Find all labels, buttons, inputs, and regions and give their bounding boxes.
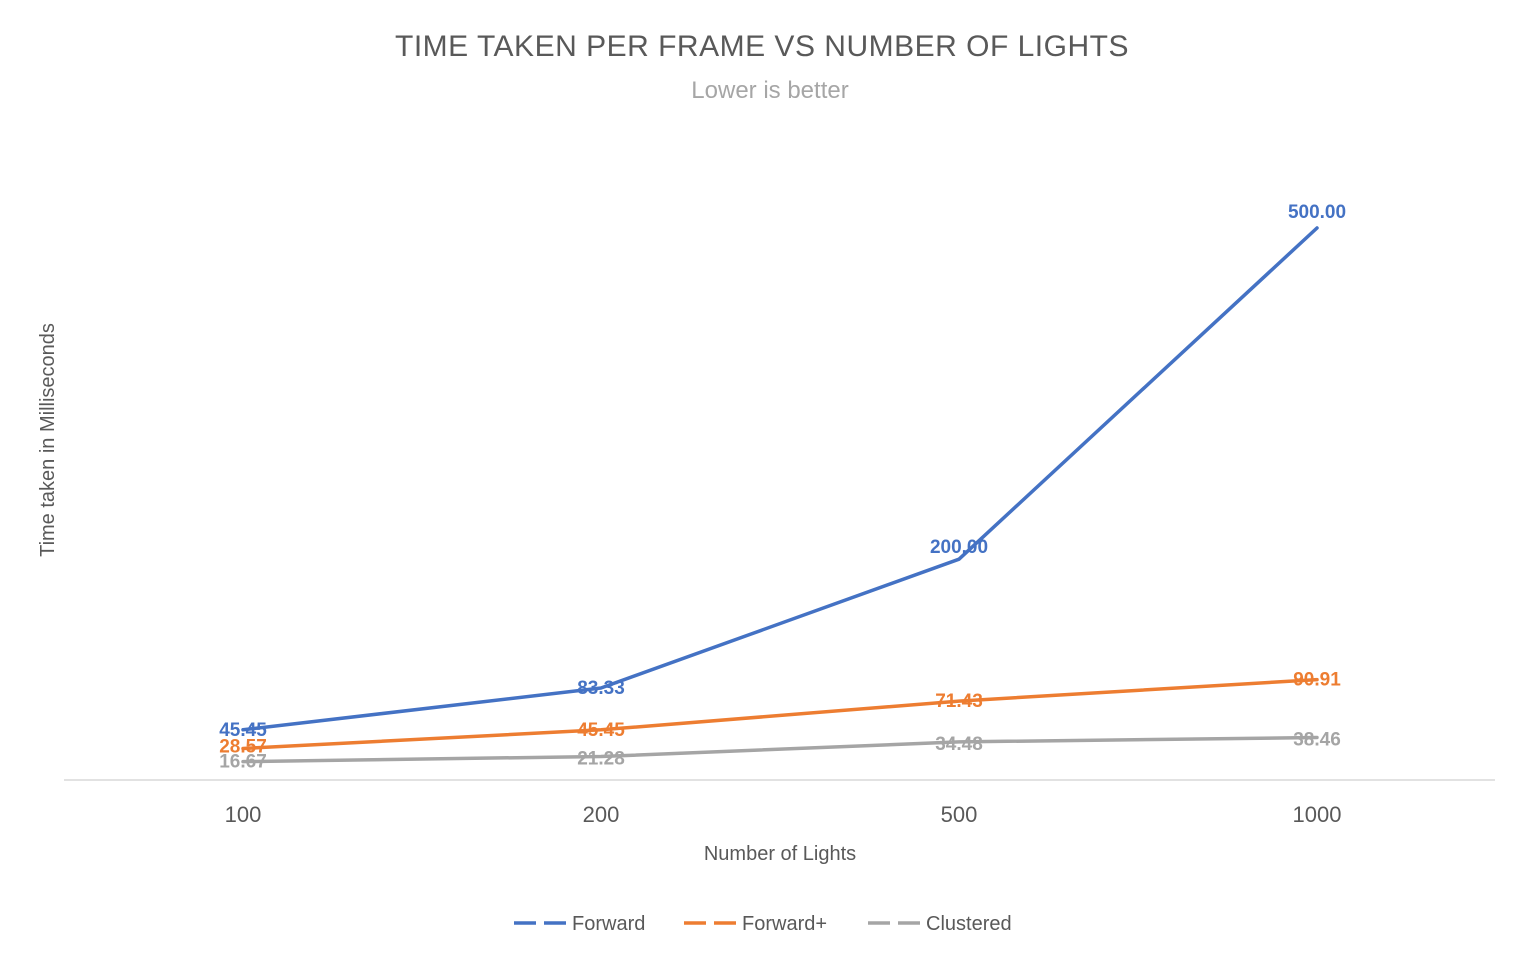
series-lines bbox=[241, 226, 1319, 764]
data-label: 83.33 bbox=[577, 678, 625, 699]
y-axis-label: Time taken in Milliseconds bbox=[37, 323, 59, 557]
legend-label: Forward bbox=[572, 913, 645, 935]
data-label: 71.43 bbox=[935, 691, 983, 712]
data-label: 21.28 bbox=[577, 749, 625, 770]
x-axis-label: Number of Lights bbox=[704, 843, 856, 865]
x-tick-label: 500 bbox=[941, 802, 978, 827]
data-label: 90.91 bbox=[1293, 670, 1341, 691]
x-tick-label: 100 bbox=[225, 802, 262, 827]
legend-label: Clustered bbox=[926, 913, 1012, 935]
series-line-clustered bbox=[241, 735, 1319, 764]
data-label: 500.00 bbox=[1288, 202, 1346, 223]
chart-subtitle: Lower is better bbox=[691, 77, 848, 104]
chart-title: TIME TAKEN PER FRAME VS NUMBER OF LIGHTS bbox=[395, 30, 1129, 63]
data-label: 45.45 bbox=[577, 720, 625, 741]
legend-label: Forward+ bbox=[742, 913, 827, 935]
data-label: 28.57 bbox=[219, 736, 267, 757]
data-label: 16.67 bbox=[219, 752, 267, 773]
series-line-forward-plus bbox=[241, 677, 1319, 751]
data-label: 45.45 bbox=[219, 720, 267, 741]
data-label: 200.00 bbox=[930, 537, 988, 558]
data-label: 38.46 bbox=[1293, 730, 1341, 751]
series-line-forward bbox=[241, 226, 1319, 732]
x-tick-label: 200 bbox=[583, 802, 620, 827]
data-labels: 45.4583.33200.00500.0028.5745.4571.4390.… bbox=[219, 202, 1346, 773]
data-label: 34.48 bbox=[935, 734, 983, 755]
x-axis-ticks: 100 200 500 1000 bbox=[225, 802, 1342, 827]
x-tick-label: 1000 bbox=[1293, 802, 1342, 827]
legend: Forward Forward+ Clustered bbox=[514, 913, 1012, 935]
